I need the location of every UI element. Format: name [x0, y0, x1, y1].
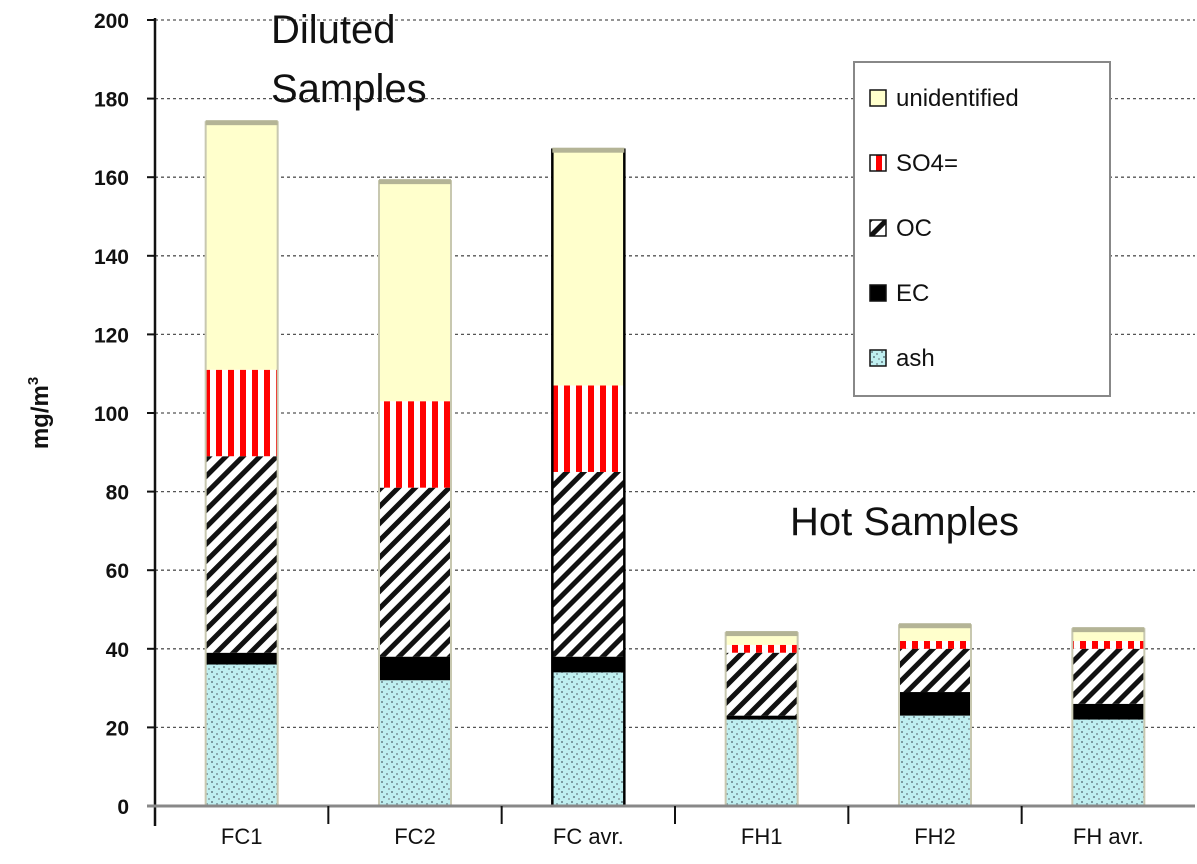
y-axis-label: mg/m3 — [25, 377, 54, 449]
bar-ec-fh2 — [899, 692, 971, 716]
bar-cap-fh-avr — [1072, 627, 1145, 633]
bar-ash-fh-avr — [1072, 719, 1145, 806]
bar-ec-fh-avr — [1072, 703, 1145, 720]
bar-so4-fh2 — [899, 640, 971, 649]
bar-unidentified-fc1 — [205, 122, 278, 370]
legend-swatch-unidentified — [869, 89, 887, 107]
bar-ash-fc-avr — [552, 672, 625, 806]
bar-so4-fh-avr — [1072, 640, 1145, 649]
bar-so4-fh1 — [725, 644, 798, 653]
bar-cap-fc2 — [379, 179, 451, 185]
bar-unidentified-fc-avr — [552, 149, 625, 386]
bar-cap-fh1 — [725, 631, 798, 637]
y-tick-label: 60 — [106, 560, 129, 583]
legend-swatch-ash — [869, 349, 887, 367]
y-tick-label: 40 — [106, 639, 129, 662]
bar-ec-fc-avr — [552, 656, 625, 673]
y-tick-label: 180 — [94, 89, 129, 112]
bar-ec-fh1 — [725, 715, 798, 720]
bar-unidentified-fh1 — [725, 633, 798, 645]
bar-cap-fc-avr — [552, 147, 625, 153]
y-tick-label: 80 — [106, 482, 129, 505]
bar-oc-fh-avr — [1072, 648, 1145, 704]
legend-label-ash: ash — [896, 345, 935, 372]
y-tick-label: 140 — [94, 246, 129, 269]
bar-oc-fc2 — [379, 487, 451, 657]
bar-so4-fc1 — [205, 369, 278, 457]
bar-so4-fc2 — [379, 401, 451, 488]
legend: unidentified SO4= OC EC ash — [853, 61, 1111, 397]
bar-cap-fh2 — [899, 623, 971, 629]
y-tick-label: 200 — [94, 10, 129, 33]
y-tick-label: 120 — [94, 324, 129, 347]
legend-box — [853, 61, 1111, 397]
bar-oc-fc-avr — [552, 471, 625, 657]
annotation-hot-samples: Hot Samples — [790, 500, 1019, 544]
bar-ash-fc2 — [379, 680, 451, 806]
bar-oc-fh1 — [725, 652, 798, 716]
legend-label-ec: EC — [896, 280, 929, 307]
axes — [147, 18, 1195, 826]
bar-unidentified-fh2 — [899, 625, 971, 641]
bar-ec-fc2 — [379, 656, 451, 681]
x-tick-label: FC2 — [394, 824, 436, 849]
y-tick-label: 20 — [106, 717, 129, 740]
y-tick-label: 100 — [94, 403, 129, 426]
x-tick-label: FC1 — [221, 824, 263, 849]
legend-swatch-so4 — [869, 154, 887, 172]
bar-ash-fh2 — [899, 715, 971, 806]
y-tick-label: 160 — [94, 167, 129, 190]
bar-oc-fc1 — [205, 456, 278, 653]
bar-unidentified-fh-avr — [1072, 629, 1145, 641]
bar-ash-fh1 — [725, 719, 798, 806]
annotation-diluted-samples: Samples — [271, 67, 427, 111]
legend-swatch-oc — [869, 219, 887, 237]
x-tick-label: FH2 — [914, 824, 956, 849]
labels: 0 20 40 60 80 100 120 140 160 180 200 FC1 FC2 FC avr.… — [25, 8, 1144, 849]
bar-cap-fc1 — [205, 120, 278, 126]
bar-unidentified-fc2 — [379, 181, 451, 402]
legend-label-oc: OC — [896, 215, 932, 242]
x-tick-label: FH1 — [741, 824, 783, 849]
bar-so4-fc-avr — [552, 385, 625, 472]
annotation-diluted-samples: Diluted — [271, 8, 396, 52]
legend-label-so4: SO4= — [896, 150, 958, 177]
bar-ec-fc1 — [205, 652, 278, 665]
legend-swatch-ec — [869, 284, 887, 302]
x-tick-label: FC avr. — [553, 824, 624, 849]
bar-oc-fh2 — [899, 648, 971, 693]
y-tick-label: 0 — [117, 796, 129, 819]
x-tick-label: FH avr. — [1073, 824, 1144, 849]
bar-ash-fc1 — [205, 664, 278, 806]
legend-label-unidentified: unidentified — [896, 85, 1019, 112]
bars — [204, 120, 1146, 808]
